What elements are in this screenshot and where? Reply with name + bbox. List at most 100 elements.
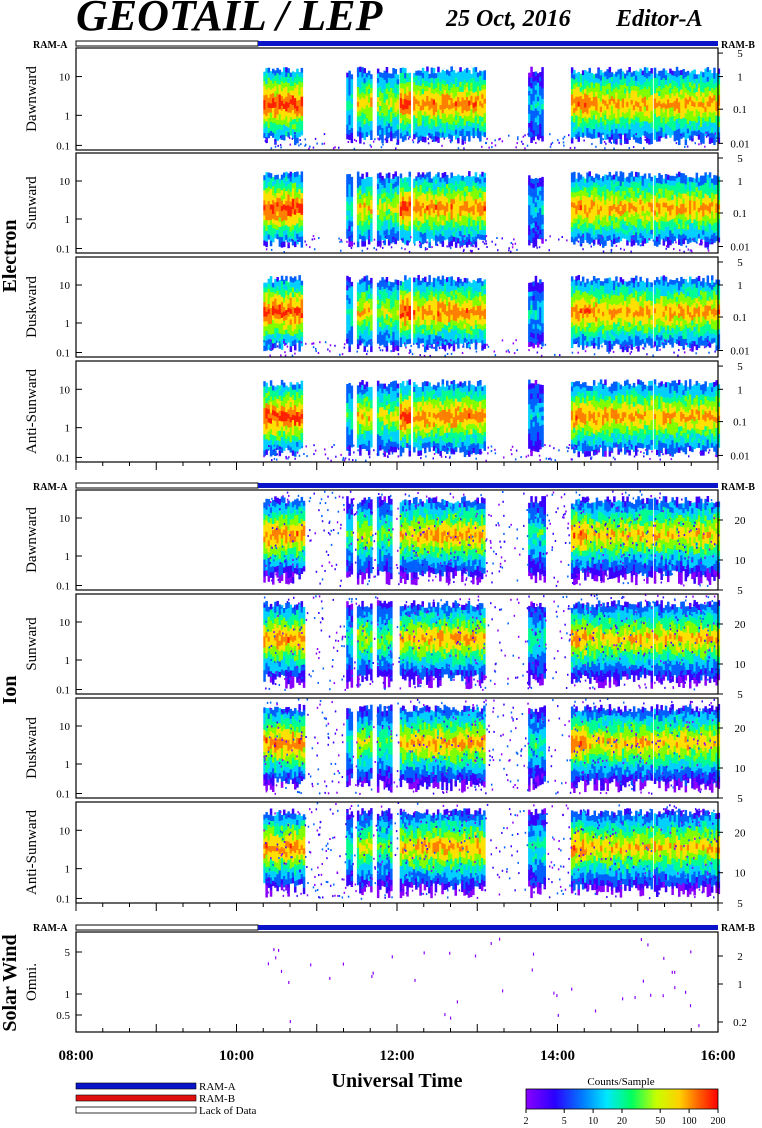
spectrogram-cell: [404, 119, 407, 125]
spectrogram-cell: [463, 196, 467, 202]
spectrogram-cell: [665, 135, 667, 138]
spectrogram-cell: [283, 98, 286, 105]
spectrogram-cell: [309, 145, 311, 148]
spectrogram-cell: [653, 103, 657, 109]
spectrogram-cell: [385, 215, 389, 221]
spectrogram-cell: [376, 97, 380, 103]
spectrogram-cell: [276, 73, 279, 79]
spectrogram-cell: [359, 190, 362, 195]
spectrogram-cell: [461, 240, 464, 246]
spectrogram-cell: [530, 131, 533, 138]
spectrogram-cell: [291, 277, 295, 283]
spectrogram-cell: [660, 108, 663, 114]
spectrogram-cell: [628, 118, 631, 125]
spectrogram-cell: [269, 240, 273, 247]
spectrogram-cell: [370, 177, 373, 182]
spectrogram-cell: [265, 105, 268, 111]
spectrogram-cell: [426, 205, 429, 211]
spectrogram-cell: [454, 125, 458, 130]
spectrogram-cell: [704, 220, 707, 227]
spectrogram-cell: [608, 131, 612, 138]
spectrogram-cell: [700, 240, 703, 246]
spectrogram-cell: [604, 184, 607, 190]
spectrogram-cell: [298, 329, 301, 336]
spectrogram-cell: [363, 335, 366, 342]
spectrogram-cell: [287, 282, 290, 287]
spectrogram-cell: [704, 199, 707, 205]
spectrogram-cell: [717, 181, 721, 187]
spectrogram-cell: [700, 106, 703, 113]
spectrogram-cell: [673, 217, 677, 223]
spectrogram-cell: [695, 87, 699, 93]
spectrogram-cell: [443, 196, 447, 202]
spectrogram-cell: [697, 212, 701, 217]
spectrogram-cell: [532, 237, 535, 243]
spectrogram-cell: [289, 126, 293, 131]
spectrogram-cell: [399, 78, 403, 84]
spectrogram-cell: [437, 216, 440, 222]
spectrogram-cell: [359, 132, 362, 139]
spectrogram-cell: [684, 108, 688, 114]
spectrogram-cell: [432, 73, 436, 79]
spectrogram-cell: [376, 121, 380, 127]
spectrogram-cell: [673, 226, 677, 232]
spectrogram-cell: [660, 179, 663, 185]
spectrogram-cell: [350, 123, 354, 129]
spectrogram-cell: [446, 127, 449, 133]
spectrogram-cell: [708, 85, 712, 92]
spectrogram-cell: [693, 187, 696, 193]
spectrogram-cell: [528, 118, 531, 124]
spectrogram-cell: [479, 192, 482, 198]
spectrogram-cell: [479, 206, 482, 212]
spectrogram-cell: [401, 136, 405, 142]
spectrogram-cell: [579, 189, 583, 196]
spectrogram-cell: [675, 233, 679, 239]
spectrogram-cell: [291, 311, 295, 317]
spectrogram-cell: [406, 118, 409, 123]
spectrogram-cell: [700, 235, 703, 241]
spectrogram-cell: [700, 111, 703, 118]
spectrogram-cell: [528, 235, 531, 241]
spectrogram-cell: [632, 186, 636, 192]
spectrogram-cell: [483, 89, 486, 95]
spectrogram-cell: [530, 110, 533, 116]
spectrogram-cell: [667, 130, 670, 136]
spectrogram-cell: [346, 280, 349, 286]
spectrogram-cell: [463, 248, 465, 251]
spectrogram-cell: [706, 91, 710, 97]
spectrogram-cell: [359, 72, 362, 78]
spectrogram-cell: [479, 216, 482, 221]
spectrogram-cell: [702, 193, 705, 199]
spectrogram-cell: [361, 173, 364, 180]
spectrogram-cell: [285, 225, 288, 231]
spectrogram-cell: [704, 231, 707, 237]
spectrogram-cell: [427, 142, 430, 145]
spectrogram-cell: [459, 180, 462, 187]
spectrogram-cell: [435, 240, 438, 246]
spectrogram-cell: [534, 178, 538, 184]
spectrogram-cell: [532, 203, 535, 209]
spectrogram-cell: [381, 230, 384, 236]
spectrogram-cell: [619, 106, 623, 113]
spectrogram-cell: [415, 180, 418, 186]
spectrogram-cell: [263, 210, 266, 216]
spectrogram-cell: [274, 323, 277, 329]
spectrogram-cell: [646, 67, 649, 74]
spectrogram-cell: [656, 222, 659, 228]
spectrogram-cell: [646, 94, 649, 101]
spectrogram-cell: [680, 188, 683, 194]
spectrogram-cell: [532, 106, 535, 112]
spectrogram-cell: [588, 102, 591, 108]
spectrogram-cell: [539, 230, 542, 235]
spectrogram-cell: [348, 100, 351, 106]
spectrogram-cell: [287, 122, 290, 128]
spectrogram-cell: [678, 187, 681, 193]
spectrogram-cell: [418, 240, 421, 243]
spectrogram-cell: [296, 213, 299, 219]
spectrogram-cell: [298, 296, 301, 303]
spectrogram-cell: [457, 218, 460, 224]
spectrogram-cell: [287, 78, 290, 84]
spectrogram-cell: [641, 70, 645, 76]
spectrogram-cell: [584, 121, 587, 127]
spectrogram-cell: [635, 212, 638, 218]
